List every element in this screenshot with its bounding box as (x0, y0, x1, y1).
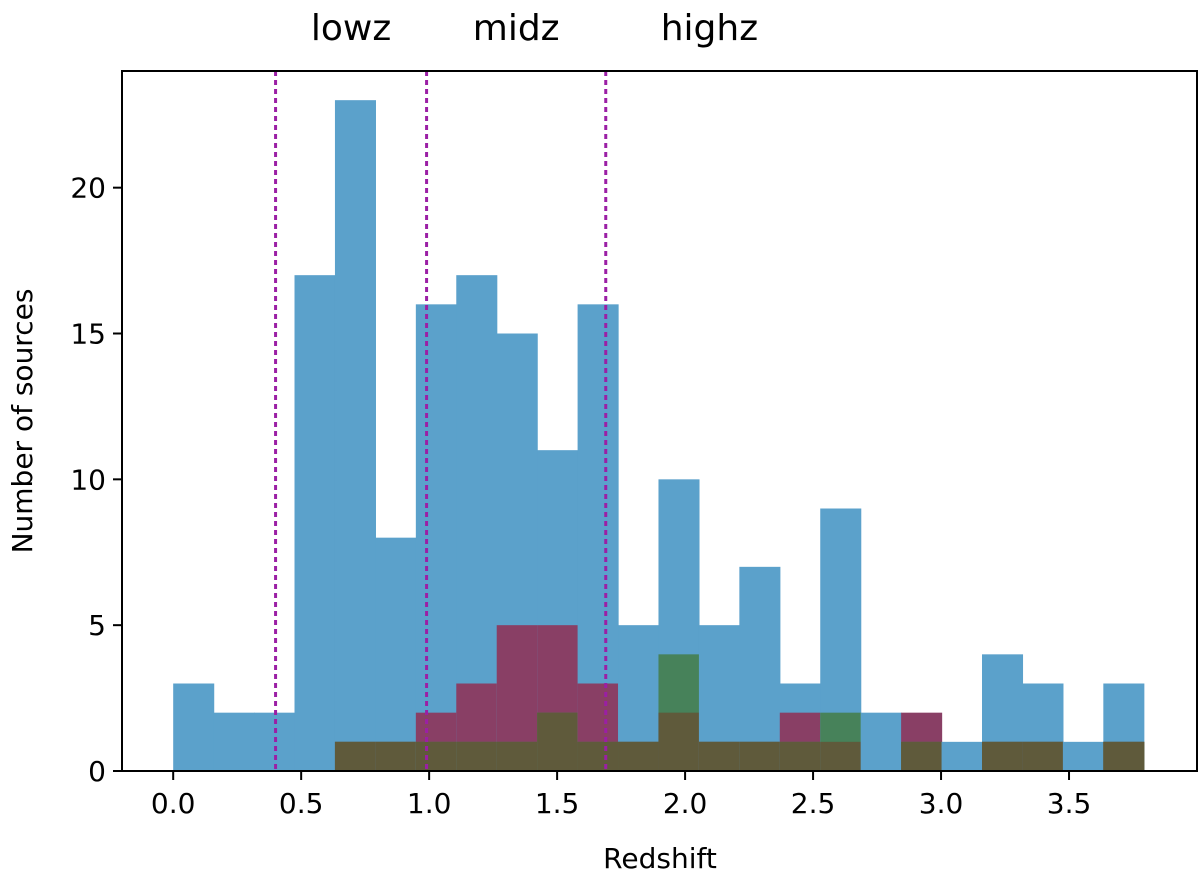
bar-all (860, 712, 902, 771)
x-tick-label: 0.0 (151, 787, 196, 820)
bar-overlap (618, 741, 660, 771)
bar-all (213, 712, 255, 771)
bar-overlap (1103, 741, 1145, 771)
x-tick-label: 0.5 (279, 787, 324, 820)
bar-overlap (456, 741, 498, 771)
region-label-lowz: lowz (311, 8, 391, 49)
x-axis-ticks: 0.0 0.5 1.0 1.5 2.0 2.5 3.0 3.5 (151, 771, 1091, 820)
bar-overlap (901, 741, 943, 771)
bar-all (173, 683, 215, 771)
bar-overlap (334, 741, 376, 771)
bar-overlap (1022, 741, 1064, 771)
x-tick-label: 2.0 (663, 787, 708, 820)
x-tick-label: 1.0 (407, 787, 452, 820)
bar-overlap (739, 741, 781, 771)
bars-layer (173, 100, 1145, 771)
bar-overlap (982, 741, 1024, 771)
bar-all (334, 100, 376, 771)
y-tick-label: 5 (88, 609, 106, 642)
y-axis-label: Number of sources (6, 289, 39, 554)
x-tick-label: 3.5 (1047, 787, 1092, 820)
bar-all (1062, 741, 1104, 771)
bar-all (941, 741, 983, 771)
bar-overlap (779, 741, 821, 771)
bar-overlap (577, 741, 619, 771)
bar-overlap (496, 741, 538, 771)
bar-all (415, 304, 457, 771)
bar-overlap (698, 741, 740, 771)
bar-overlap (537, 712, 579, 771)
region-labels: lowz midz highz (311, 8, 758, 49)
region-label-midz: midz (473, 8, 560, 49)
x-axis-label: Redshift (603, 842, 717, 875)
region-label-highz: highz (661, 8, 758, 49)
x-tick-label: 2.5 (791, 787, 836, 820)
bar-all (739, 566, 781, 771)
y-tick-label: 0 (88, 755, 106, 788)
bar-overlap (375, 741, 417, 771)
plot-frame (121, 70, 1198, 772)
bar-all (375, 537, 417, 771)
y-tick-label: 20 (70, 172, 106, 205)
bar-all (294, 275, 336, 771)
x-tick-label: 3.0 (919, 787, 964, 820)
y-tick-label: 10 (70, 463, 106, 496)
bar-overlap (658, 712, 700, 771)
x-tick-label: 1.5 (535, 787, 580, 820)
y-tick-label: 15 (70, 318, 106, 351)
bar-overlap (820, 741, 862, 771)
bar-overlap (415, 741, 457, 771)
y-axis-ticks: 0 5 10 15 20 (70, 172, 122, 788)
